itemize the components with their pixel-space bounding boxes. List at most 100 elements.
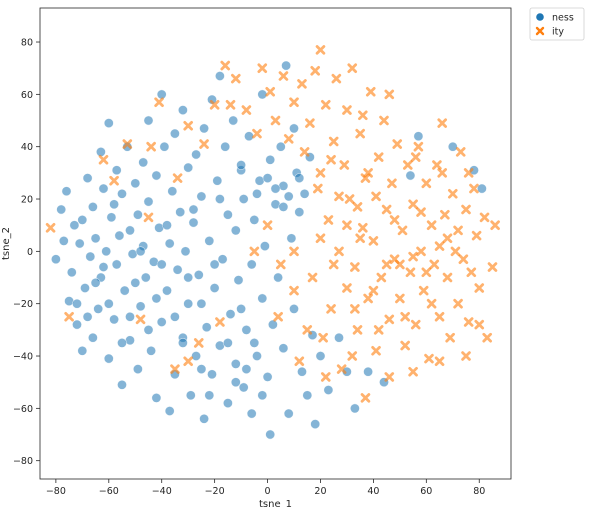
- point-ness-70: [193, 269, 204, 280]
- point-ity-103: [368, 285, 379, 296]
- x-tick-label: 80: [473, 486, 485, 497]
- point-ity-18: [273, 311, 283, 322]
- point-ness-77: [207, 369, 217, 380]
- point-ness-69: [191, 149, 201, 160]
- point-ness-26: [111, 165, 122, 176]
- point-ness-64: [183, 298, 194, 309]
- point-ness-34: [125, 225, 135, 236]
- point-ity-74: [426, 220, 437, 230]
- point-ness-101: [257, 293, 268, 304]
- point-ity-9: [193, 338, 204, 348]
- point-ity-62: [395, 293, 405, 304]
- point-ness-56: [167, 186, 178, 197]
- point-ness-173: [241, 364, 252, 374]
- point-ity-82: [447, 188, 458, 199]
- point-ity-57: [384, 314, 395, 325]
- point-ity-142: [109, 175, 119, 186]
- point-ness-48: [151, 392, 162, 403]
- point-ity-32: [323, 215, 334, 225]
- point-ness-28: [114, 230, 125, 241]
- point-ness-150: [103, 298, 114, 309]
- y-tick-label: 40: [21, 142, 33, 153]
- point-ity-36: [334, 246, 344, 257]
- point-ness-161: [188, 204, 199, 215]
- point-ity-73: [424, 353, 434, 364]
- point-ity-131: [410, 152, 421, 162]
- point-ness-37: [132, 364, 143, 374]
- point-ity-129: [358, 110, 368, 121]
- point-ness-2: [58, 235, 69, 246]
- point-ness-40: [138, 157, 149, 168]
- point-ness-11: [80, 283, 90, 293]
- point-ity-3: [122, 139, 133, 149]
- point-ity-35: [331, 73, 342, 84]
- point-ity-119: [347, 351, 358, 361]
- point-ity-116: [453, 225, 463, 236]
- point-ness-47: [151, 170, 162, 181]
- point-ity-123: [275, 259, 286, 270]
- point-ity-134: [474, 319, 485, 330]
- point-ness-54: [164, 238, 175, 249]
- point-ity-43: [350, 262, 360, 272]
- point-ness-9: [77, 345, 88, 356]
- point-ness-86: [225, 309, 236, 319]
- legend-marker-ity: [535, 26, 545, 36]
- point-ness-117: [289, 303, 299, 314]
- point-ity-14: [252, 128, 262, 139]
- x-tick-label: −40: [152, 486, 172, 497]
- point-ness-158: [196, 364, 207, 374]
- point-ness-147: [169, 311, 180, 322]
- point-ness-157: [222, 337, 233, 348]
- point-ness-139: [236, 160, 246, 170]
- point-ity-49: [363, 293, 373, 304]
- point-ness-125: [310, 419, 321, 429]
- point-ness-38: [132, 209, 143, 220]
- point-ity-105: [408, 251, 418, 262]
- x-tick-label: 0: [265, 486, 271, 497]
- point-ity-31: [320, 100, 331, 110]
- point-ness-135: [447, 141, 458, 152]
- point-ness-29: [117, 379, 127, 390]
- x-axis-label: tsne_1: [259, 499, 292, 507]
- point-ity-126: [289, 246, 299, 257]
- point-ness-172: [257, 390, 268, 401]
- point-ity-8: [183, 120, 193, 131]
- point-ness-87: [228, 115, 239, 126]
- point-ness-149: [117, 337, 127, 348]
- point-ity-17: [270, 115, 281, 126]
- point-ness-151: [90, 277, 101, 288]
- point-ity-90: [469, 183, 479, 194]
- point-ness-16: [90, 233, 101, 244]
- point-ity-4: [135, 314, 146, 325]
- point-ness-144: [278, 201, 289, 212]
- point-ity-56: [381, 204, 392, 215]
- point-ity-50: [365, 86, 376, 97]
- point-ness-62: [177, 105, 188, 115]
- point-ness-171: [230, 377, 241, 388]
- point-ness-130: [349, 403, 360, 414]
- point-ity-110: [342, 220, 352, 230]
- point-ness-133: [405, 170, 416, 181]
- point-ness-164: [82, 311, 93, 322]
- point-ness-98: [249, 214, 260, 225]
- point-ity-98: [352, 202, 363, 212]
- point-ity-61: [392, 139, 403, 149]
- point-ness-72: [199, 413, 209, 424]
- point-ity-54: [376, 272, 387, 283]
- point-ness-12: [82, 173, 93, 183]
- point-ity-121: [302, 325, 313, 335]
- legend-marker-ness: [536, 13, 544, 21]
- point-ness-159: [249, 337, 260, 348]
- point-ity-139: [199, 139, 209, 149]
- point-ity-45: [355, 128, 365, 139]
- point-ness-115: [286, 233, 297, 244]
- point-ity-99: [371, 191, 381, 202]
- point-ity-125: [249, 246, 260, 257]
- point-ity-86: [458, 254, 469, 264]
- point-ity-22: [294, 356, 305, 367]
- point-ity-71: [418, 285, 429, 296]
- point-ness-143: [294, 173, 305, 183]
- y-axis: −80 −60 −40 −20 0 20 40 60 80: [13, 38, 40, 467]
- point-ness-94: [241, 324, 252, 335]
- point-ity-83: [450, 246, 461, 257]
